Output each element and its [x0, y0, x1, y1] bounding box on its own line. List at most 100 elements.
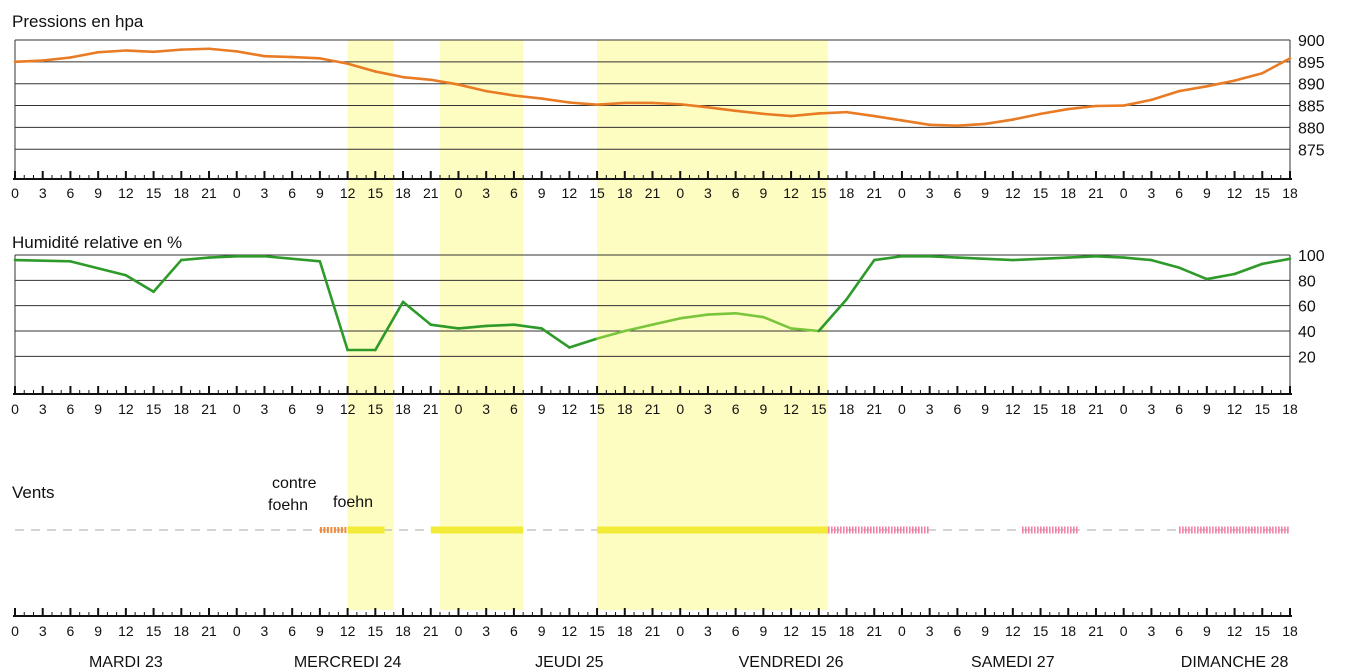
pressure-grid [14, 39, 1291, 178]
humidity-line-segment-10 [374, 300, 405, 352]
humidity-x-tick-label-13: 15 [368, 401, 384, 417]
bottom-x-tick-label-11: 9 [316, 623, 324, 639]
pressure-x-tick-label-41: 3 [1148, 185, 1156, 201]
pressure-x-tick-label-13: 15 [368, 185, 384, 201]
pressure-line-segment-9 [263, 54, 294, 59]
humidity-x-tick-label-30: 18 [839, 401, 855, 417]
pressure-x-tick-label-11: 9 [316, 185, 324, 201]
bottom-x-tick-label-4: 12 [118, 623, 134, 639]
pressure-y-tick-5: 875 [1298, 142, 1325, 159]
bottom-x-tick-label-36: 12 [1005, 623, 1021, 639]
humidity-x-tick-label-15: 21 [423, 401, 439, 417]
humidity-x-tick-label-6: 18 [174, 401, 190, 417]
pressure-x-tick-label-5: 15 [146, 185, 162, 201]
humidity-line-segment-0 [13, 258, 72, 263]
humidity-line-segment-24 [762, 315, 793, 330]
humidity-line-segment-27 [845, 258, 876, 301]
pressure-line-segment-15 [429, 78, 460, 86]
day-label-4: SAMEDI 27 [971, 654, 1055, 671]
bottom-x-tick-label-28: 12 [783, 623, 799, 639]
bottom-x-tick-label-18: 6 [510, 623, 518, 639]
day-label-5: DIMANCHE 28 [1181, 654, 1289, 671]
bottom-x-tick-label-40: 0 [1120, 623, 1128, 639]
bottom-x-tick-label-41: 3 [1148, 623, 1156, 639]
humidity-x-tick-label-23: 21 [645, 401, 661, 417]
pressure-line-segment-40 [1122, 98, 1153, 107]
pressure-x-tick-label-18: 6 [510, 185, 518, 201]
humidity-x-tick-label-36: 12 [1005, 401, 1021, 417]
pressure-x-tick-label-8: 0 [233, 185, 241, 201]
highlight-bands [347, 40, 829, 610]
pressure-x-axis: 0 3 6 9 12 15 18 21 0 3 6 9 12 15 18 21 0 3 6 9 12 15 18 21 0 3 6 9… [11, 171, 1298, 201]
bottom-x-tick-label-38: 18 [1060, 623, 1076, 639]
pressure-x-tick-label-39: 21 [1088, 185, 1104, 201]
pressure-line-segment-12 [346, 62, 377, 73]
pressure-x-tick-label-45: 15 [1254, 185, 1270, 201]
humidity-line-segment-17 [568, 337, 599, 349]
highlight-band-2 [597, 40, 829, 610]
pressure-line-segment-31 [872, 114, 904, 122]
pressure-x-tick-label-46: 18 [1282, 185, 1298, 201]
humidity-x-tick-label-27: 9 [759, 401, 767, 417]
bottom-x-tick-label-30: 18 [839, 623, 855, 639]
humidity-x-tick-label-35: 9 [981, 401, 989, 417]
humidity-line-segment-21 [678, 313, 710, 320]
bottom-x-tick-label-34: 6 [953, 623, 961, 639]
bottom-x-tick-label-17: 3 [482, 623, 490, 639]
humidity-x-tick-label-8: 0 [233, 401, 241, 417]
humidity-x-tick-label-7: 21 [201, 401, 217, 417]
humidity-title: Humidité relative en % [12, 233, 182, 252]
humidity-line-segment-30 [928, 254, 959, 259]
bottom-x-tick-label-9: 3 [261, 623, 269, 639]
pressure-x-tick-label-36: 12 [1005, 185, 1021, 201]
humidity-grid [14, 254, 1291, 393]
pressure-x-tick-label-28: 12 [783, 185, 799, 201]
pressure-line-segment-37 [1039, 107, 1070, 116]
bottom-x-tick-label-45: 15 [1254, 623, 1270, 639]
pressure-line-segment-16 [457, 83, 488, 93]
day-labels: MARDI 23 MERCREDI 24 JEUDI 25 VENDREDI 26 SA… [89, 654, 1288, 671]
pressure-x-tick-label-27: 9 [759, 185, 767, 201]
bottom-x-tick-label-10: 6 [288, 623, 296, 639]
pressure-x-tick-label-14: 18 [395, 185, 411, 201]
bottom-x-tick-label-20: 12 [562, 623, 578, 639]
humidity-line-segment-5 [207, 254, 239, 259]
pressure-x-tick-label-38: 18 [1060, 185, 1076, 201]
day-label-1: MERCREDI 24 [294, 654, 402, 671]
humidity-line-segment-3 [152, 258, 183, 294]
pressure-x-tick-label-12: 12 [340, 185, 356, 201]
humidity-x-tick-label-26: 6 [732, 401, 740, 417]
bottom-x-tick-label-42: 6 [1175, 623, 1183, 639]
bottom-x-tick-label-29: 15 [811, 623, 827, 639]
bottom-x-tick-label-12: 12 [340, 623, 356, 639]
humidity-series [13, 254, 1292, 352]
humidity-x-tick-label-38: 18 [1060, 401, 1076, 417]
pressure-line-segment-26 [734, 109, 765, 116]
pressure-line-segment-18 [512, 94, 543, 100]
pressure-x-tick-label-35: 9 [981, 185, 989, 201]
pressure-x-tick-label-43: 9 [1203, 185, 1211, 201]
bottom-x-tick-label-0: 0 [11, 623, 19, 639]
humidity-line-segment-1 [69, 260, 128, 277]
humidity-x-tick-label-33: 3 [926, 401, 934, 417]
humidity-x-tick-label-18: 6 [510, 401, 518, 417]
pressure-x-tick-label-19: 9 [538, 185, 546, 201]
pressure-x-tick-label-23: 21 [645, 185, 661, 201]
pressure-x-tick-label-7: 21 [201, 185, 217, 201]
pressure-line-segment-33 [928, 123, 959, 127]
pressure-x-tick-label-16: 0 [455, 185, 463, 201]
bottom-x-tick-label-3: 9 [94, 623, 102, 639]
pressure-x-tick-label-10: 6 [288, 185, 296, 201]
bottom-x-tick-label-24: 0 [676, 623, 684, 639]
humidity-line-segment-41 [1233, 262, 1264, 276]
bottom-x-tick-label-5: 15 [146, 623, 162, 639]
humidity-x-tick-label-28: 12 [783, 401, 799, 417]
pressure-line-segment-27 [762, 112, 793, 118]
day-label-2: JEUDI 25 [535, 654, 604, 671]
humidity-line-segment-23 [734, 311, 765, 319]
humidity-line-segment-34 [1039, 256, 1070, 261]
bottom-x-tick-label-46: 18 [1282, 623, 1298, 639]
humidity-line-segment-4 [180, 256, 211, 262]
bottom-x-tick-label-22: 18 [617, 623, 633, 639]
pressure-line-segment-14 [401, 75, 433, 82]
